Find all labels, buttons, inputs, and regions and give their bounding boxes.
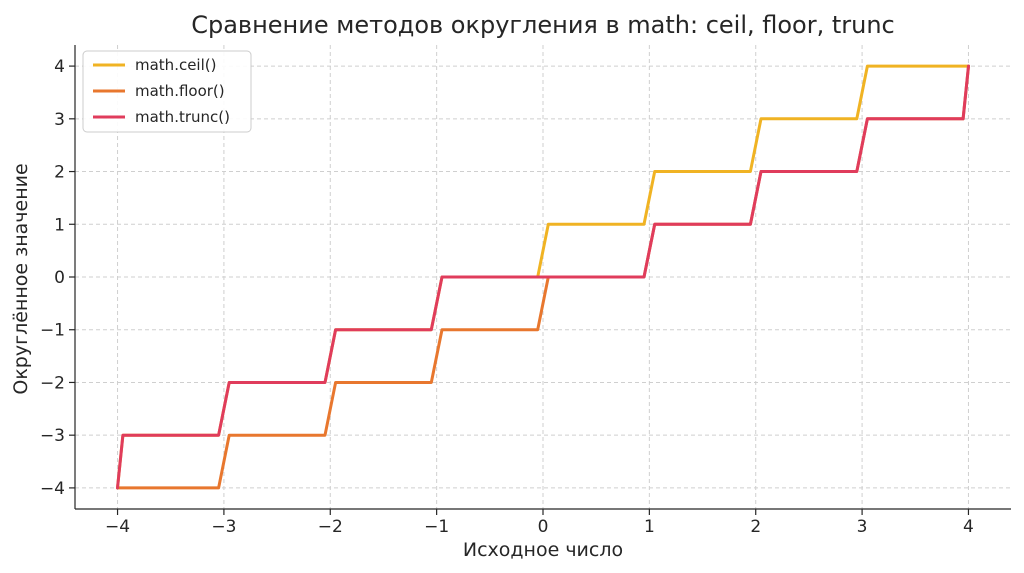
- legend-label-math-floor: math.floor(): [135, 82, 225, 100]
- y-tick-label: 4: [54, 57, 65, 77]
- x-tick-label: 3: [857, 517, 868, 537]
- y-tick-label: 3: [54, 110, 65, 130]
- x-tick-label: −3: [211, 517, 236, 537]
- y-axis-label: Округлённое значение: [10, 163, 32, 394]
- x-tick-label: −4: [105, 517, 130, 537]
- x-tick-label: 0: [538, 517, 549, 537]
- series-line-math-trunc: [116, 64, 970, 490]
- y-tick-label: 1: [54, 215, 65, 235]
- legend-box: [82, 50, 252, 133]
- legend-label-math-trunc: math.trunc(): [135, 108, 230, 126]
- y-tick-label: −4: [40, 479, 65, 499]
- legend-label-math-ceil: math.ceil(): [135, 56, 216, 74]
- chart-title: Сравнение методов округления в math: cei…: [191, 11, 895, 39]
- x-tick-label: 1: [644, 517, 655, 537]
- y-tick-label: −1: [40, 321, 65, 341]
- y-tick-label: −3: [40, 426, 65, 446]
- series-lines: [116, 64, 970, 490]
- ticks: −4 −3 −2 −1 0 1 2 3 4 −4 −3 −2 −1 0 1 2 3 4: [40, 57, 974, 537]
- y-tick-label: −2: [40, 373, 65, 393]
- x-tick-label: −1: [424, 517, 449, 537]
- legend: math.ceil() math.floor() math.trunc(): [82, 50, 252, 133]
- x-tick-label: 4: [963, 517, 974, 537]
- x-axis-label: Исходное число: [463, 539, 623, 561]
- y-tick-label: 0: [54, 268, 65, 288]
- y-tick-label: 2: [54, 163, 65, 183]
- x-tick-label: −2: [318, 517, 343, 537]
- x-tick-label: 2: [750, 517, 761, 537]
